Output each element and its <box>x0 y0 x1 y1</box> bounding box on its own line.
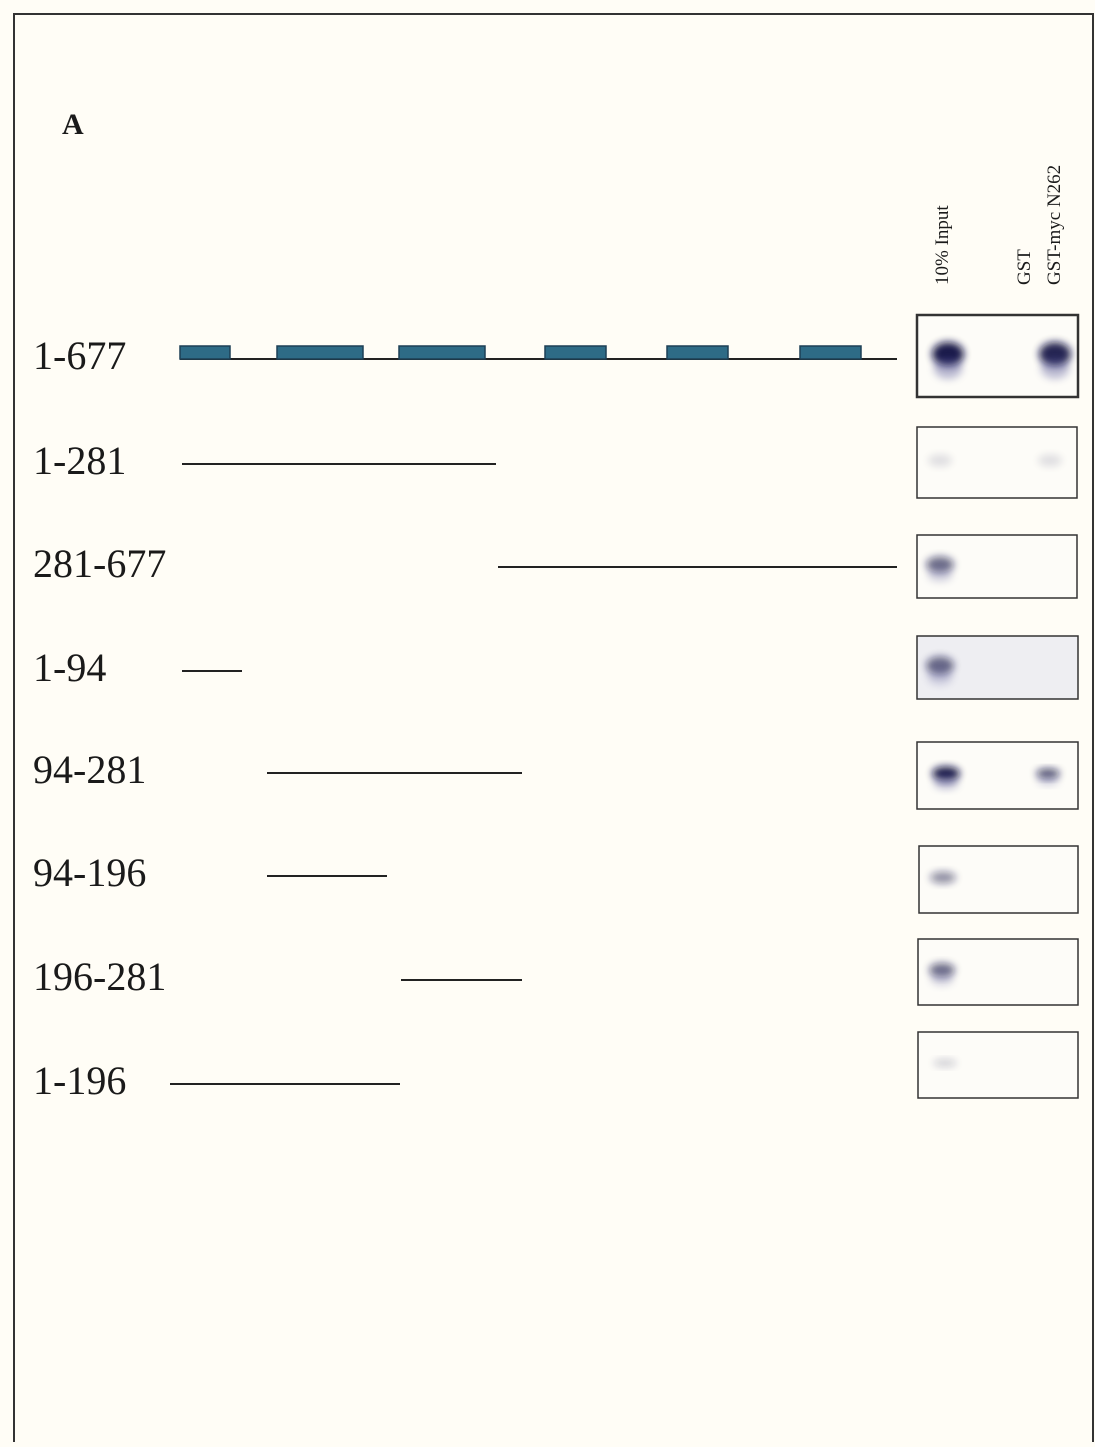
blot-smear <box>927 668 952 684</box>
blot-band <box>928 455 952 467</box>
construct-label: 1-677 <box>33 333 126 378</box>
blot-band <box>933 1059 957 1067</box>
construct-label: 281-677 <box>33 541 166 586</box>
blot-smear <box>927 567 952 581</box>
construct-label: 196-281 <box>33 954 166 999</box>
construct-label: 1-94 <box>33 645 106 690</box>
lane-label: 10% Input <box>932 205 953 285</box>
domain-box <box>399 346 485 359</box>
domain-box <box>667 346 728 359</box>
domain-box <box>277 346 363 359</box>
blot-smear <box>930 973 953 986</box>
blot-smear <box>933 776 958 789</box>
panel-label: A <box>62 108 84 141</box>
construct-label: 94-196 <box>33 850 146 895</box>
construct-label: 94-281 <box>33 747 146 792</box>
blot-band <box>1038 455 1062 467</box>
domain-box <box>180 346 230 359</box>
background <box>0 0 1095 1442</box>
construct-label: 1-196 <box>33 1058 126 1103</box>
figure: A 10% Input GST GST-myc N262 1-677 1-281 281-… <box>0 0 1095 1442</box>
blot-band <box>930 872 956 884</box>
domain-box <box>800 346 861 359</box>
lane-label: GST <box>1014 249 1035 285</box>
blot-smear <box>1037 776 1059 785</box>
blot-smear <box>1041 357 1070 379</box>
domain-box <box>545 346 606 359</box>
page: A 10% Input GST GST-myc N262 1-677 1-281 281-… <box>0 0 1095 1442</box>
lane-label: GST-myc N262 <box>1044 165 1065 285</box>
blot-smear <box>934 357 963 379</box>
construct-label: 1-281 <box>33 438 126 483</box>
